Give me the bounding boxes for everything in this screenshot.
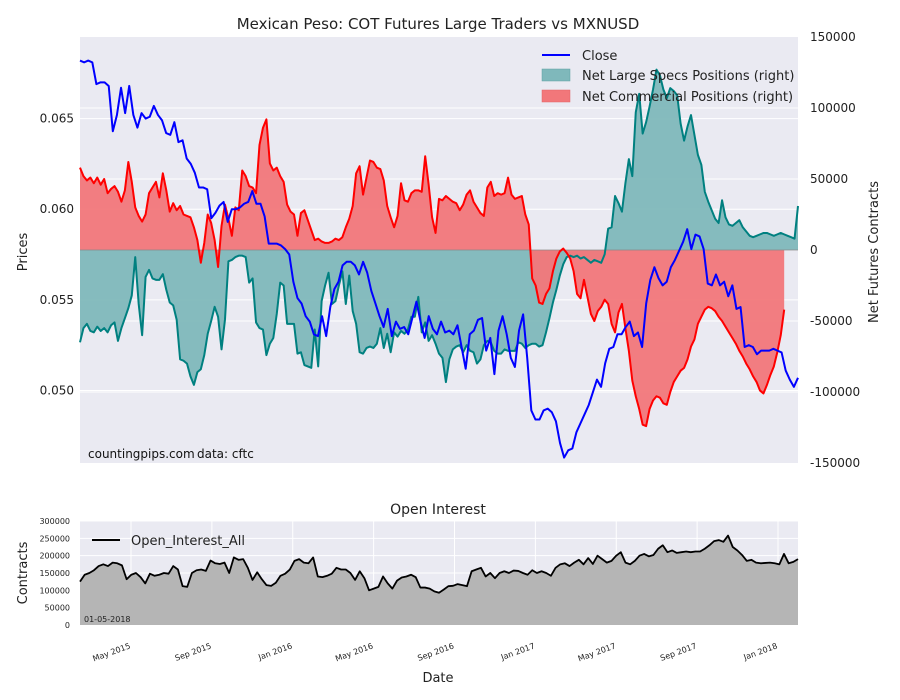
oi-left-tick-label: 200000 (39, 552, 70, 561)
oi-x-tick-label: Jan 2017 (499, 641, 536, 662)
oi-x-tick-label: Sep 2016 (416, 641, 455, 662)
source-annotation: countingpips.com (88, 447, 195, 461)
oi-left-axis: 300000 250000 200000 150000 100000 50000 0 (39, 517, 70, 630)
legend-label-commercial: Net Commercial Positions (right) (582, 90, 793, 105)
oi-x-tick-label: May 2015 (92, 641, 132, 663)
main-right-tick-label: 0 (810, 243, 818, 257)
commercial-line (79, 118, 786, 428)
main-left-tick-label: 0.065 (40, 112, 74, 126)
close-line (79, 59, 799, 459)
main-chart-title: Mexican Peso: COT Futures Large Traders … (237, 15, 640, 33)
legend-label-close: Close (582, 49, 617, 64)
oi-left-tick-label: 100000 (39, 586, 70, 595)
main-right-axis-label: Net Futures Contracts (867, 181, 882, 323)
oi-x-tick-label: May 2016 (334, 641, 374, 663)
oi-left-tick-label: 250000 (39, 534, 70, 543)
oi-series-group (79, 534, 799, 625)
data-annotation: data: cftc (197, 447, 254, 461)
oi-x-axis-label: Date (422, 671, 453, 686)
specs-area (80, 69, 798, 385)
main-right-tick-label: -50000 (810, 314, 853, 328)
main-right-tick-label: 50000 (810, 172, 848, 186)
oi-x-tick-label: Sep 2017 (659, 641, 698, 662)
legend-label-specs: Net Large Specs Positions (right) (582, 69, 794, 84)
main-series-group (79, 59, 799, 459)
oi-x-axis: May 2015 Sep 2015 Jan 2016 May 2016 Sep 2016… (92, 641, 779, 663)
legend-swatch-commercial (541, 89, 571, 103)
oi-legend: Open_Interest_All (92, 534, 245, 549)
oi-x-tick-label: Jan 2016 (256, 641, 293, 662)
main-left-tick-label: 0.055 (40, 293, 74, 307)
main-left-axis: 0.050 0.055 0.060 0.065 (40, 112, 74, 398)
oi-left-tick-label: 50000 (45, 604, 70, 613)
oi-left-tick-label: 300000 (39, 517, 70, 526)
oi-line (79, 534, 799, 594)
legend-swatch-specs (541, 68, 571, 82)
oi-chart-title: Open Interest (390, 502, 486, 518)
main-left-axis-label: Prices (16, 233, 31, 272)
legend-label-open-interest: Open_Interest_All (131, 534, 245, 549)
oi-left-tick-label: 0 (65, 621, 70, 630)
oi-x-tick-label: Sep 2015 (174, 641, 213, 662)
oi-date-note: 01-05-2018 (84, 615, 131, 624)
main-left-tick-label: 0.050 (40, 383, 74, 397)
oi-area (80, 535, 798, 625)
oi-x-tick-label: May 2017 (577, 641, 617, 663)
oi-left-tick-label: 150000 (39, 569, 70, 578)
oi-left-axis-label: Contracts (16, 541, 31, 604)
specs-line (79, 68, 799, 386)
main-legend: Close Net Large Specs Positions (right) … (541, 49, 794, 105)
main-right-tick-label: 100000 (810, 101, 856, 115)
oi-x-tick-label: Jan 2018 (742, 641, 779, 662)
main-right-tick-label: -150000 (810, 456, 860, 470)
commercial-area (80, 119, 785, 427)
main-right-axis: 150000 100000 50000 0 -50000 -100000 -150000 (810, 30, 860, 470)
main-left-tick-label: 0.060 (40, 202, 74, 216)
main-right-tick-label: 150000 (810, 30, 856, 44)
main-right-tick-label: -100000 (810, 385, 860, 399)
